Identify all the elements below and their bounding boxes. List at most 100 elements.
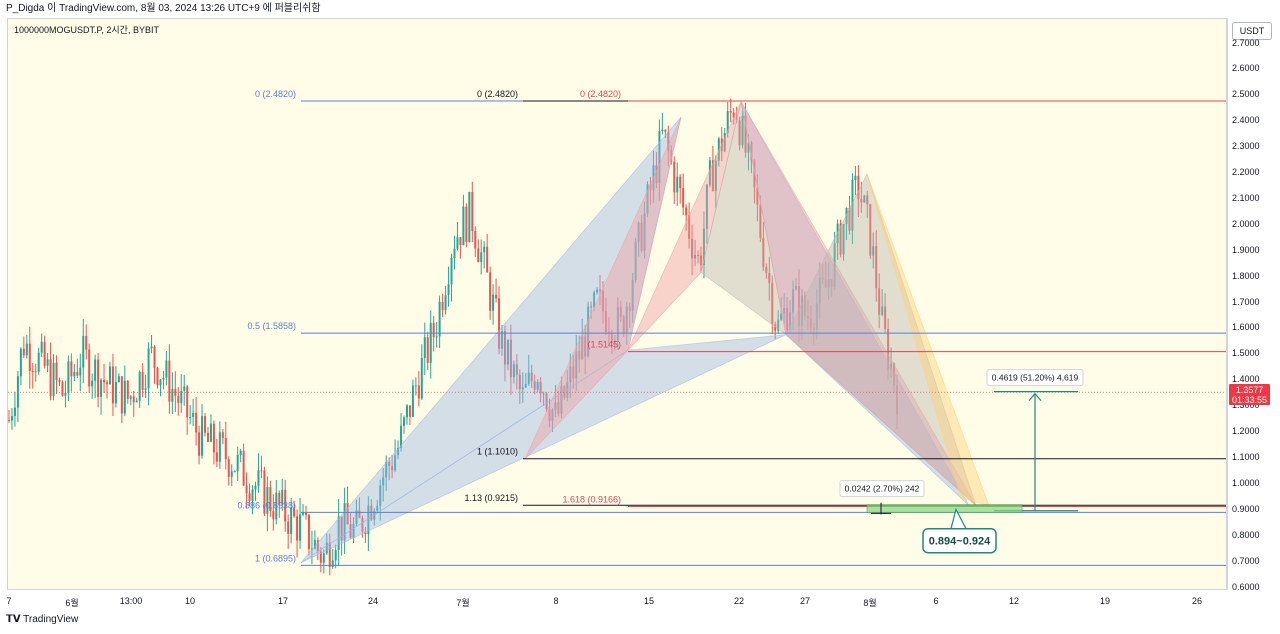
candle-body	[272, 510, 275, 520]
fib-left-label-0.886: 0.886 (0.8938)	[237, 500, 296, 510]
candle-body	[759, 204, 762, 238]
candle-body	[768, 273, 771, 284]
chart-pane[interactable]: 0 (2.4820) 0.5 (1.5858) 0.886 (0.8938) 1 (0…	[7, 18, 1227, 590]
candle-body	[572, 366, 575, 379]
time-tick-label: 19	[1099, 596, 1111, 606]
target-callout-pointer	[950, 507, 967, 529]
candle-body	[827, 279, 830, 288]
candle-body	[165, 360, 168, 378]
candle-body	[527, 372, 530, 384]
time-tick-label: 6	[933, 596, 939, 606]
candle-body	[741, 115, 744, 146]
candle-body	[854, 175, 857, 180]
chart-canvas[interactable]: 0 (2.4820) 0.5 (1.5858) 0.886 (0.8938) 1 (0…	[8, 19, 1226, 589]
candle-body	[67, 361, 70, 394]
candle-body	[518, 374, 521, 390]
candle-body	[114, 382, 117, 404]
candle-body	[260, 470, 263, 472]
candle-body	[183, 386, 186, 391]
bar-countdown: 01:33:55	[1231, 395, 1268, 405]
currency-button[interactable]: USDT	[1232, 22, 1272, 40]
candle-body	[670, 150, 673, 162]
candle-body	[290, 507, 293, 534]
candle-body	[604, 311, 607, 333]
candle-body	[815, 303, 818, 330]
candle-body	[453, 248, 456, 259]
candle-body	[786, 308, 789, 330]
candle-body	[744, 115, 747, 153]
time-tick-label: 12	[1008, 596, 1020, 606]
candle-body	[554, 402, 557, 410]
candle-body	[251, 489, 254, 501]
candle-body	[91, 380, 94, 387]
candle-body	[720, 138, 723, 152]
candle-body	[524, 383, 527, 388]
time-axis[interactable]	[0, 590, 1227, 608]
candle-body	[667, 131, 670, 151]
candle-body	[539, 382, 542, 394]
candle-body	[132, 396, 135, 403]
candle-body	[331, 560, 334, 568]
candle-body	[43, 341, 46, 366]
publish-caption: P_Digda 이 TradingView.com, 8월 03, 2024 1…	[0, 0, 1280, 18]
candle-body	[530, 372, 533, 382]
candle-body	[616, 307, 619, 341]
candle-body	[212, 423, 215, 453]
candle-body	[233, 470, 236, 472]
candle-body	[22, 348, 25, 356]
candle-body	[55, 362, 58, 381]
candle-body	[634, 241, 637, 281]
tradingview-logo[interactable]: 𝗧𝗩 TradingView	[6, 614, 78, 625]
candle-body	[254, 485, 257, 490]
candle-body	[622, 316, 625, 334]
candle-body	[887, 329, 890, 370]
candle-body	[111, 366, 114, 404]
candle-body	[52, 362, 55, 396]
candle-body	[88, 349, 91, 387]
candle-body	[812, 327, 815, 330]
price-tick-label: 2.0000	[1232, 218, 1260, 229]
candle-body	[708, 160, 711, 185]
price-tick-label: 2.3000	[1232, 141, 1260, 152]
candle-body	[64, 393, 67, 396]
candle-body	[495, 294, 498, 299]
candle-body	[423, 337, 426, 359]
fib-labels-layer: 0 (2.4820) 0.5 (1.5858) 0.886 (0.8938) 1 (0…	[237, 89, 621, 563]
price-axis[interactable]	[1227, 18, 1280, 590]
candle-body	[10, 416, 13, 421]
candle-body	[61, 382, 64, 396]
measure-up-arrowhead	[1028, 392, 1042, 402]
candle-body	[367, 505, 370, 535]
candle-body	[857, 175, 860, 200]
candle-body	[227, 459, 230, 477]
last-price-value: 1.3577	[1235, 385, 1264, 395]
candle-body	[441, 301, 444, 311]
candle-body	[141, 371, 144, 390]
candle-body	[697, 254, 700, 256]
candle-body	[355, 510, 358, 524]
candle-body	[774, 324, 777, 331]
candle-body	[628, 306, 631, 311]
candle-body	[82, 335, 85, 368]
candle-body	[821, 277, 824, 280]
candle-body	[492, 294, 495, 311]
tv-logo-icon: 𝗧𝗩	[6, 614, 21, 625]
last-price-badge: 1.3577 01:33:55	[1229, 384, 1270, 405]
candle-body	[385, 461, 388, 478]
candle-body	[337, 516, 340, 551]
candle-body	[242, 450, 245, 486]
candle-body	[878, 288, 881, 315]
candle-body	[506, 339, 509, 365]
candle-body	[685, 207, 688, 216]
candle-body	[599, 289, 602, 291]
candle-body	[174, 388, 177, 396]
candle-body	[153, 346, 156, 368]
candle-body	[655, 165, 658, 184]
candle-body	[501, 331, 504, 349]
time-tick-label: 17	[277, 596, 289, 606]
candle-body	[218, 432, 221, 462]
time-tick-label: 22	[733, 596, 745, 606]
target-callout-box	[922, 527, 997, 554]
candle-body	[593, 292, 596, 308]
candle-body	[239, 450, 242, 455]
